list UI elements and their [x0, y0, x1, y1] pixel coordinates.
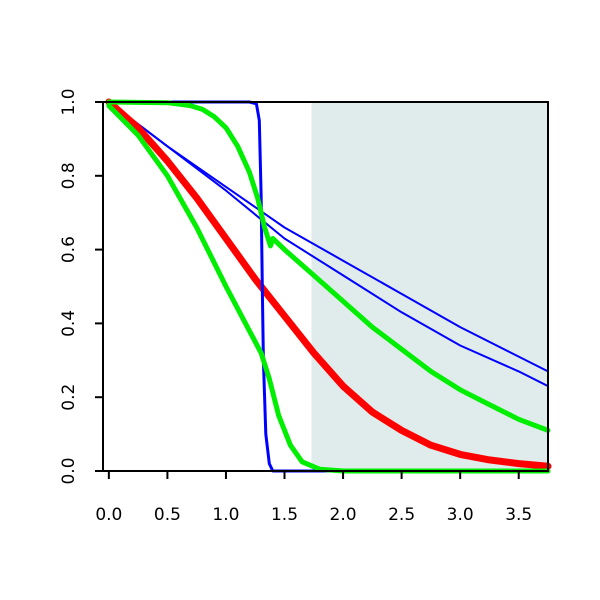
x-tick-label: 0.5	[154, 505, 181, 525]
y-tick-label: 0.4	[59, 310, 79, 337]
x-tick-label: 0.0	[95, 505, 122, 525]
x-axis: 0.0 0.5 1.0 1.5 2.0 2.5 3.0 3.5	[95, 470, 532, 525]
series-line-3	[105, 98, 552, 470]
y-tick-label: 0.6	[59, 236, 79, 263]
x-tick-label: 3.5	[505, 505, 532, 525]
x-tick-label: 3.0	[447, 505, 474, 525]
y-axis: 0.0 0.2 0.4 0.6 0.8 1.0	[59, 88, 104, 485]
y-tick-label: 0.0	[59, 457, 79, 484]
series-line-2	[107, 101, 549, 388]
x-tick-label: 2.0	[330, 505, 357, 525]
shaded-region	[311, 102, 548, 471]
x-tick-label: 1.0	[212, 505, 239, 525]
y-tick-label: 0.2	[59, 384, 79, 411]
series-line-6	[106, 103, 551, 474]
x-tick-label: 2.5	[388, 505, 415, 525]
series-line-5	[106, 99, 551, 433]
x-tick-label: 1.5	[271, 505, 298, 525]
y-tick-label: 0.8	[59, 162, 79, 189]
y-tick-label: 1.0	[59, 88, 79, 115]
